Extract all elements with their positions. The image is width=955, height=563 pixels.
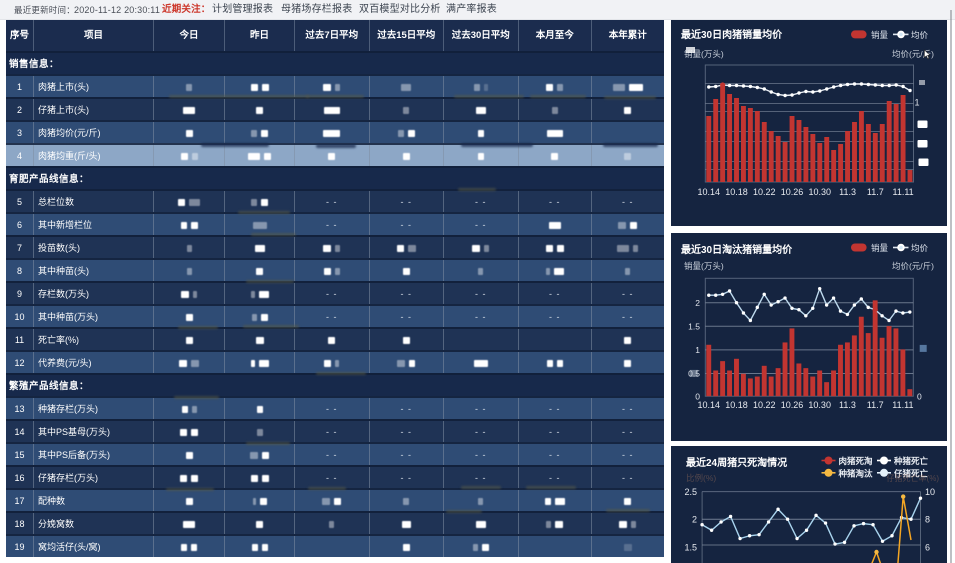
svg-text:最近24周猪只死淘情况: 最近24周猪只死淘情况 — [686, 456, 787, 469]
svg-text:10.26: 10.26 — [781, 187, 804, 197]
svg-text:仔猪死亡: 仔猪死亡 — [894, 468, 929, 478]
svg-text:10.14: 10.14 — [698, 400, 721, 410]
svg-text:10.18: 10.18 — [725, 187, 748, 197]
svg-text:0: 0 — [695, 392, 700, 402]
svg-text:10.22: 10.22 — [753, 187, 776, 197]
svg-text:1: 1 — [914, 98, 919, 108]
svg-text:仔猪死亡率(%): 仔猪死亡率(%) — [887, 473, 940, 483]
svg-text:10.18: 10.18 — [725, 400, 748, 410]
svg-text:10.26: 10.26 — [781, 400, 804, 410]
svg-text:0: 0 — [917, 392, 922, 402]
svg-text:均价(元/斤): 均价(元/斤) — [892, 49, 934, 59]
svg-text:销量: 销量 — [871, 30, 889, 40]
svg-text:6: 6 — [925, 542, 930, 552]
svg-text:11.11: 11.11 — [892, 400, 913, 410]
svg-text:销量(万头): 销量(万头) — [684, 261, 724, 271]
svg-text:种猪死亡: 种猪死亡 — [893, 456, 929, 466]
svg-text:销量: 销量 — [871, 243, 889, 253]
svg-text:1.5: 1.5 — [688, 322, 700, 332]
svg-text:10.14: 10.14 — [698, 187, 721, 197]
svg-text:10.30: 10.30 — [808, 400, 831, 410]
svg-text:1.5: 1.5 — [684, 542, 697, 552]
svg-text:1: 1 — [695, 345, 700, 355]
svg-text:均价(元/斤): 均价(元/斤) — [892, 261, 934, 271]
svg-text:11.3: 11.3 — [839, 400, 856, 410]
svg-text:8: 8 — [925, 515, 930, 525]
svg-text:种猪淘汰: 种猪淘汰 — [838, 468, 874, 478]
svg-text:11.3: 11.3 — [839, 187, 856, 197]
svg-text:2.5: 2.5 — [684, 487, 697, 497]
svg-text:2: 2 — [692, 515, 697, 525]
svg-text:比例(%): 比例(%) — [686, 473, 716, 483]
svg-text:销量(万头): 销量(万头) — [684, 49, 724, 59]
svg-text:11.7: 11.7 — [867, 400, 884, 410]
svg-text:10: 10 — [925, 487, 935, 497]
svg-text:肉猪死淘: 肉猪死淘 — [839, 456, 874, 466]
svg-text:均价: 均价 — [911, 243, 929, 253]
svg-text:11.11: 11.11 — [892, 187, 913, 197]
svg-text:10.30: 10.30 — [809, 187, 832, 197]
svg-text:均价: 均价 — [911, 30, 929, 40]
svg-text:2: 2 — [695, 298, 700, 308]
svg-text:11.7: 11.7 — [867, 187, 884, 197]
svg-text:最近30日肉猪销量均价: 最近30日肉猪销量均价 — [681, 28, 783, 41]
svg-text:10.22: 10.22 — [753, 400, 776, 410]
svg-text:最近30日淘汰猪销量均价: 最近30日淘汰猪销量均价 — [681, 243, 793, 256]
